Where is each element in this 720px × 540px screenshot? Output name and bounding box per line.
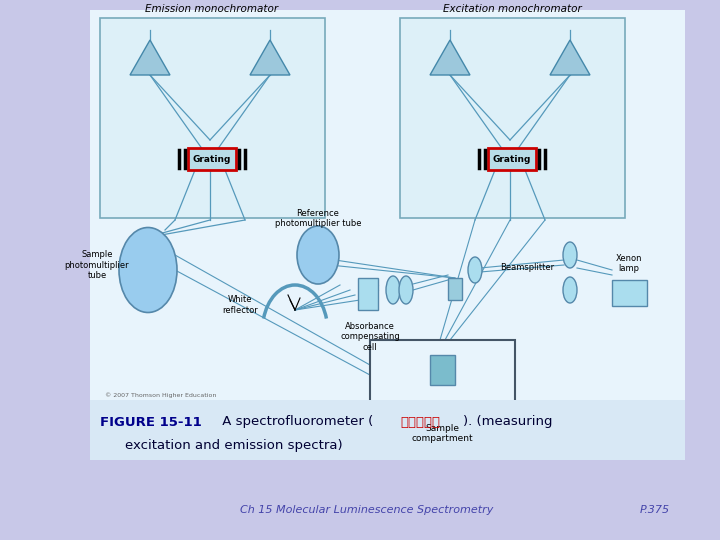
Text: Reference
photomultiplier tube: Reference photomultiplier tube xyxy=(275,208,361,228)
Text: Sample
photomultiplier
tube: Sample photomultiplier tube xyxy=(65,250,130,280)
Ellipse shape xyxy=(297,226,339,284)
Text: Ch 15 Molecular Luminescence Spectrometry: Ch 15 Molecular Luminescence Spectrometr… xyxy=(240,505,493,515)
Ellipse shape xyxy=(386,276,400,304)
Polygon shape xyxy=(430,40,470,75)
Ellipse shape xyxy=(563,277,577,303)
Polygon shape xyxy=(250,40,290,75)
Text: Beamsplitter: Beamsplitter xyxy=(500,264,554,273)
FancyBboxPatch shape xyxy=(100,18,325,218)
FancyBboxPatch shape xyxy=(358,278,378,310)
FancyBboxPatch shape xyxy=(488,148,536,170)
Text: ). (measuring: ). (measuring xyxy=(463,415,552,429)
Text: A spectrofluorometer (: A spectrofluorometer ( xyxy=(218,415,373,429)
Text: White
reflector: White reflector xyxy=(222,295,258,315)
Text: Emission monochromator: Emission monochromator xyxy=(145,4,279,14)
Text: © 2007 Thomson Higher Education: © 2007 Thomson Higher Education xyxy=(105,393,217,398)
Text: P.375: P.375 xyxy=(640,505,670,515)
FancyBboxPatch shape xyxy=(90,400,685,460)
Ellipse shape xyxy=(468,257,482,283)
Text: Sample
compartment: Sample compartment xyxy=(411,424,473,443)
Text: Excitation monochromator: Excitation monochromator xyxy=(443,4,581,14)
Ellipse shape xyxy=(399,276,413,304)
Text: excitation and emission spectra): excitation and emission spectra) xyxy=(125,440,343,453)
FancyBboxPatch shape xyxy=(90,10,685,460)
FancyBboxPatch shape xyxy=(430,355,455,385)
FancyBboxPatch shape xyxy=(612,280,647,306)
Text: Absorbance
compensating
cell: Absorbance compensating cell xyxy=(340,322,400,352)
FancyBboxPatch shape xyxy=(90,10,685,400)
Ellipse shape xyxy=(119,227,177,313)
FancyBboxPatch shape xyxy=(370,340,515,420)
Polygon shape xyxy=(448,278,462,300)
FancyBboxPatch shape xyxy=(400,18,625,218)
Polygon shape xyxy=(550,40,590,75)
Polygon shape xyxy=(130,40,170,75)
Text: Grating: Grating xyxy=(492,154,531,164)
Text: 螢光光譜儀: 螢光光譜儀 xyxy=(400,415,440,429)
FancyBboxPatch shape xyxy=(188,148,236,170)
Text: Grating: Grating xyxy=(193,154,231,164)
Ellipse shape xyxy=(563,242,577,268)
Text: FIGURE 15-11: FIGURE 15-11 xyxy=(100,415,202,429)
Text: Xenon
lamp: Xenon lamp xyxy=(616,254,642,273)
